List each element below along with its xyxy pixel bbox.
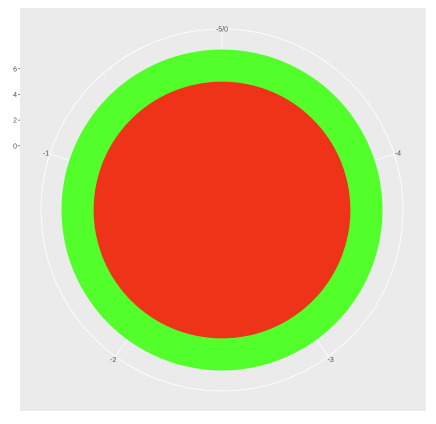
theta-tick-label: -2 (110, 357, 116, 364)
data-rings (61, 49, 383, 371)
theta-tick-label: -1 (43, 150, 49, 157)
radial-axis: 0 2 4 6 (13, 66, 20, 150)
r-tick-label: 0 (13, 143, 17, 150)
theta-tick-label: -5/0 (216, 27, 228, 34)
theta-tick-label: -4 (395, 150, 401, 157)
ring-mark (93, 81, 351, 339)
theta-tick-label: -3 (328, 357, 334, 364)
r-tick-label: 2 (13, 118, 17, 125)
r-tick-label: 6 (13, 66, 17, 73)
r-tick-label: 4 (13, 92, 17, 99)
theta-tick-labels: -5/0 -4 -3 -2 -1 (43, 27, 401, 365)
